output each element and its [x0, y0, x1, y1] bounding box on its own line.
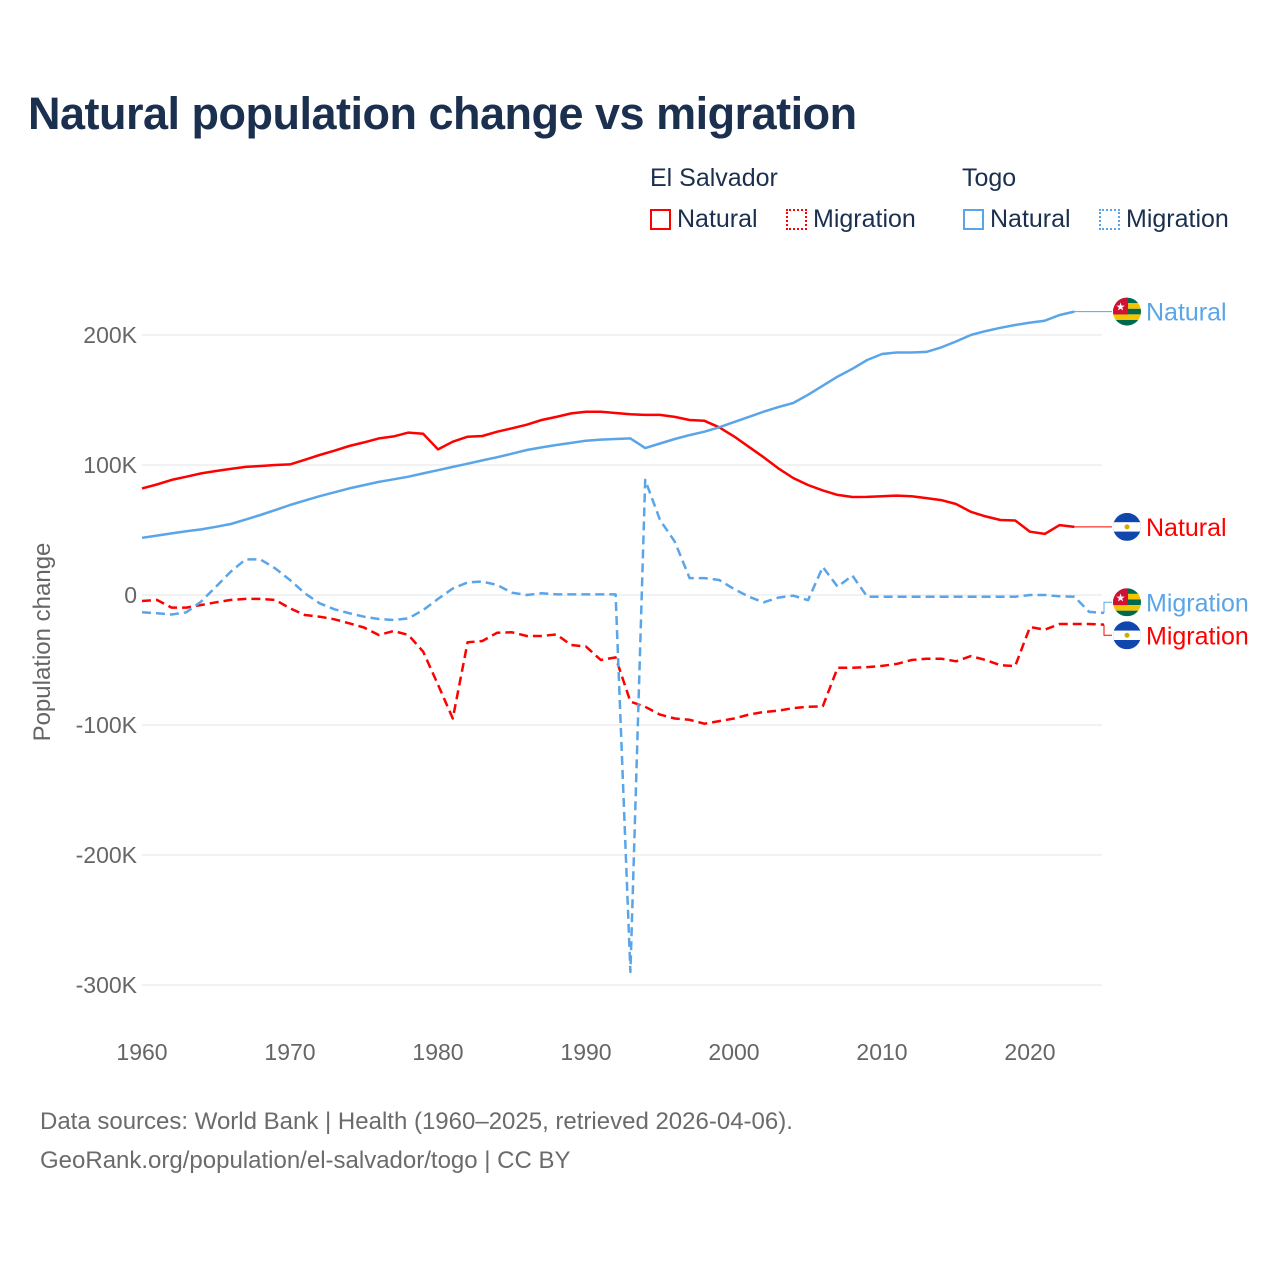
legend-swatch-dotted	[1099, 209, 1120, 230]
x-tick-label: 2010	[856, 1039, 907, 1065]
el-salvador-flag-icon	[1113, 512, 1141, 541]
series-end-label: Natural	[1146, 299, 1227, 327]
legend-item-el-salvador-migration[interactable]: Migration	[786, 205, 916, 234]
legend-item-togo-migration[interactable]: Migration	[1099, 205, 1229, 234]
x-tick-label: 1970	[264, 1039, 315, 1065]
legend-swatch-dotted	[786, 209, 807, 230]
legend-item-togo-natural[interactable]: Natural	[963, 205, 1071, 234]
y-tick-label: 200K	[83, 322, 137, 348]
y-tick-label: -100K	[76, 712, 138, 738]
legend-label: Natural	[990, 205, 1071, 233]
legend-swatch-solid	[650, 209, 671, 230]
legend-label: Migration	[1126, 205, 1229, 233]
x-tick-label: 2020	[1004, 1039, 1055, 1065]
chart-title: Natural population change vs migration	[28, 88, 857, 139]
series-line-el-salvador-migration[interactable]	[141, 597, 1105, 725]
legend-group-togo: Togo	[962, 164, 1017, 192]
series-end-label: Migration	[1146, 589, 1249, 617]
y-tick-label: -300K	[76, 972, 138, 998]
series-line-togo-migration[interactable]	[141, 478, 1105, 974]
footer-sources: Data sources: World Bank | Health (1960–…	[40, 1108, 793, 1135]
legend-label: Natural	[677, 205, 758, 233]
y-tick-label: -200K	[76, 842, 138, 868]
x-tick-label: 1960	[116, 1039, 167, 1065]
legend-label: Migration	[813, 205, 916, 233]
legend-item-el-salvador-natural[interactable]: Natural	[650, 205, 758, 234]
legend-group-el-salvador: El Salvador	[650, 164, 778, 192]
label-connector	[1103, 601, 1112, 613]
svg-text:★: ★	[1116, 302, 1126, 314]
y-tick-label: 100K	[83, 452, 137, 478]
y-axis-title: Population change	[29, 543, 56, 742]
footer-url[interactable]: GeoRank.org/population/el-salvador/togo …	[40, 1147, 571, 1174]
y-tick-label: 0	[124, 582, 137, 608]
series-line-el-salvador-natural[interactable]	[141, 410, 1075, 536]
series-line-togo-natural[interactable]	[141, 310, 1075, 540]
el-salvador-flag-icon	[1113, 621, 1141, 650]
series-end-label: Migration	[1146, 622, 1249, 650]
series-end-label: Natural	[1146, 514, 1227, 542]
x-tick-label: 1990	[560, 1039, 611, 1065]
togo-flag-icon: ★	[1113, 588, 1141, 617]
label-connector	[1103, 624, 1112, 636]
togo-flag-icon: ★	[1113, 297, 1141, 326]
svg-text:★: ★	[1116, 592, 1126, 604]
x-tick-label: 1980	[412, 1039, 463, 1065]
x-tick-label: 2000	[708, 1039, 759, 1065]
legend-swatch-solid	[963, 209, 984, 230]
